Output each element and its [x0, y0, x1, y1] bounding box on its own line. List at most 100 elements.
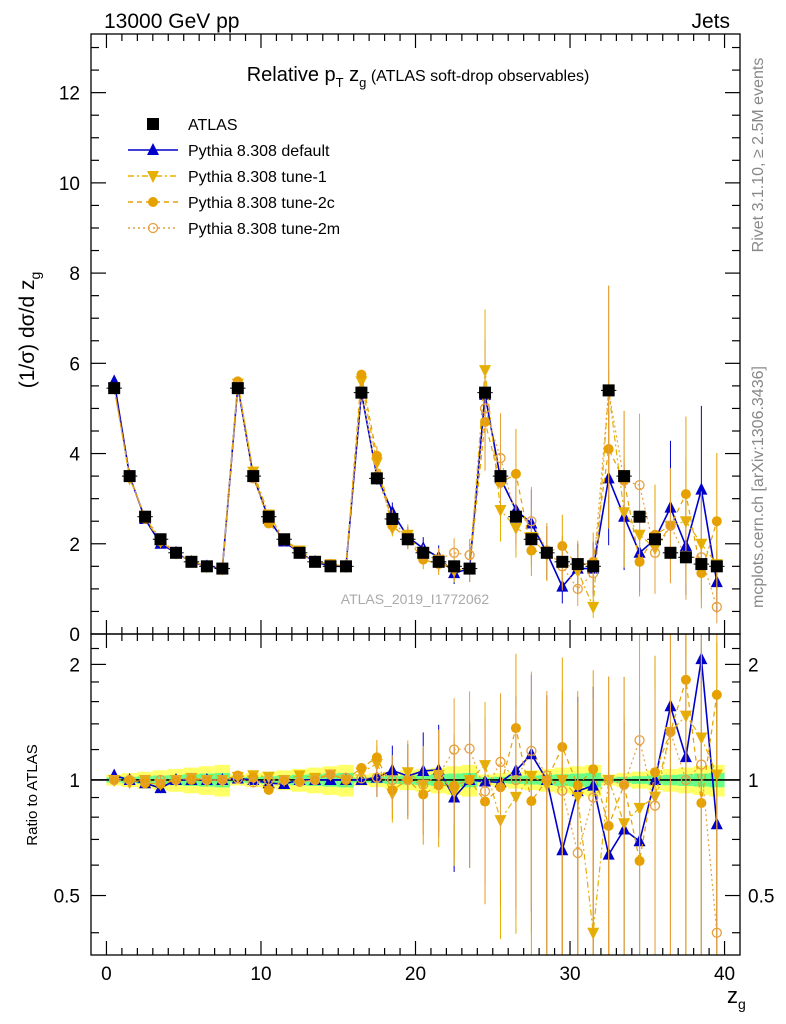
- ratio-point-tune2m: [325, 769, 336, 780]
- ratio-plot-frame: [90, 633, 741, 956]
- data-point-atlas: [293, 546, 306, 559]
- data-point-atlas: [509, 510, 522, 523]
- data-point-tune2m: [526, 516, 537, 527]
- mcplots-label: mcplots.cern.ch [arXiv:1306.3436]: [750, 366, 767, 608]
- legend-label: Pythia 8.308 tune-2c: [188, 195, 335, 212]
- ratio-point-tune2m: [495, 756, 506, 768]
- data-point-atlas: [571, 558, 584, 571]
- ratio-point-tune2m: [309, 774, 321, 786]
- ratio-point-tune2m: [618, 779, 630, 790]
- data-point-atlas: [339, 560, 352, 573]
- ratio-point-tune2m: [526, 745, 537, 757]
- data-point-tune2c: [510, 468, 521, 479]
- data-point-atlas: [618, 470, 631, 483]
- ratio-point-tune2m: [448, 744, 460, 755]
- ratio-point-tune2m: [711, 927, 722, 938]
- ratio-point-tune2m: [155, 774, 166, 786]
- data-point-atlas: [370, 472, 383, 485]
- data-point-atlas: [679, 551, 692, 564]
- data-point-atlas: [463, 562, 476, 575]
- data-point-tune2c: [634, 556, 645, 567]
- legend-marker: [148, 197, 158, 207]
- rivet-version-label: Rivet 3.1.10, ≥ 2.5M events: [750, 58, 767, 253]
- ratio-y-tick-label-right: 2: [748, 655, 759, 676]
- data-point-atlas: [139, 510, 152, 523]
- x-tick-label: 40: [714, 964, 735, 985]
- legend-marker: [147, 171, 159, 183]
- data-point-atlas: [154, 533, 167, 546]
- legend-label: Pythia 8.308 default: [188, 143, 330, 160]
- ratio-point-tune1: [293, 770, 306, 783]
- header-right: Jets: [691, 10, 730, 33]
- series-line-tune2m: [113, 385, 718, 608]
- header-left: 13000 GeV pp: [104, 10, 239, 33]
- legend-label: Pythia 8.308 tune-2m: [188, 221, 340, 238]
- data-point-atlas: [664, 546, 677, 559]
- data-point-atlas: [479, 386, 492, 399]
- ratio-point-tune2m: [387, 774, 398, 786]
- ratio-point-tune2m: [464, 743, 475, 754]
- data-point-atlas: [231, 382, 244, 395]
- series-line-default: [113, 381, 718, 589]
- data-point-tune2m: [448, 547, 460, 558]
- x-tick-label: 0: [101, 964, 112, 985]
- data-point-atlas: [309, 555, 322, 568]
- legend-item-tune2m: Pythia 8.308 tune-2m: [128, 221, 340, 238]
- ratio-point-tune2m: [201, 774, 213, 786]
- y-tick-label: 8: [69, 264, 80, 285]
- ratio-point-tune2m: [186, 772, 197, 784]
- ratio-point-tune2m: [680, 774, 692, 786]
- ratio-point-tune2m: [588, 792, 599, 803]
- ratio-point-tune2m: [371, 772, 383, 783]
- data-point-tune2m: [649, 547, 661, 558]
- ratio-point-tune2m: [572, 847, 583, 859]
- data-point-tune2m: [634, 479, 645, 491]
- ratio-point-tune2m: [170, 774, 182, 786]
- series-tune1: [108, 285, 723, 618]
- ratio-point-tune2m: [649, 800, 661, 811]
- y-tick-label: 0: [69, 625, 80, 646]
- ratio-point-tune2m: [696, 759, 707, 770]
- ratio-y-tick-label: 2: [69, 655, 80, 676]
- data-point-atlas: [540, 546, 553, 559]
- data-point-tune2m: [572, 583, 583, 595]
- data-point-atlas: [278, 533, 291, 546]
- data-point-tune2m: [665, 520, 676, 531]
- series-line-tune2c: [113, 374, 718, 574]
- series-tune2m: [109, 285, 722, 624]
- ratio-point-tune2m: [557, 785, 568, 796]
- legend-marker: [147, 118, 159, 130]
- data-point-tune2m: [711, 601, 722, 613]
- data-point-tune2c: [356, 369, 367, 380]
- data-point-tune2c: [371, 450, 382, 461]
- ratio-point-tune2m: [340, 772, 352, 783]
- ratio-point-tune2m: [402, 774, 413, 786]
- legend: ATLAS Pythia 8.308 default Pythia 8.308 tu…: [128, 117, 340, 238]
- y-tick-label: 4: [69, 445, 80, 466]
- ratio-series-tune2m: [109, 634, 722, 955]
- data-point-atlas: [695, 558, 708, 571]
- ratio-point-tune2m: [232, 773, 243, 784]
- ratio-y-tick-label: 0.5: [54, 887, 80, 908]
- ratio-line-tune2m: [114, 729, 718, 933]
- ratio-point-tune2c: [371, 752, 382, 763]
- legend-item-tune2c: Pythia 8.308 tune-2c: [128, 195, 335, 212]
- ratio-point-tune2m: [294, 776, 305, 787]
- ratio-point-tune2c: [711, 689, 722, 700]
- ratio-point-tune2m: [510, 774, 522, 786]
- ratio-point-tune2m: [418, 779, 429, 790]
- data-point-tune1: [587, 601, 600, 614]
- chart-title: Relative pT zg (ATLAS soft-drop observab…: [247, 64, 590, 90]
- ratio-point-tune2m: [139, 774, 151, 786]
- y-axis-label: (1/σ) dσ/d zg: [16, 272, 43, 389]
- data-point-atlas: [525, 533, 538, 546]
- x-axis-label: zg: [727, 983, 746, 1012]
- data-point-atlas: [649, 533, 662, 546]
- legend-item-tune1: Pythia 8.308 tune-1: [128, 169, 327, 186]
- data-point-tune2m: [495, 452, 506, 464]
- series-tune2c: [109, 369, 722, 609]
- x-tick-label: 20: [405, 964, 426, 985]
- data-point-atlas: [185, 555, 198, 568]
